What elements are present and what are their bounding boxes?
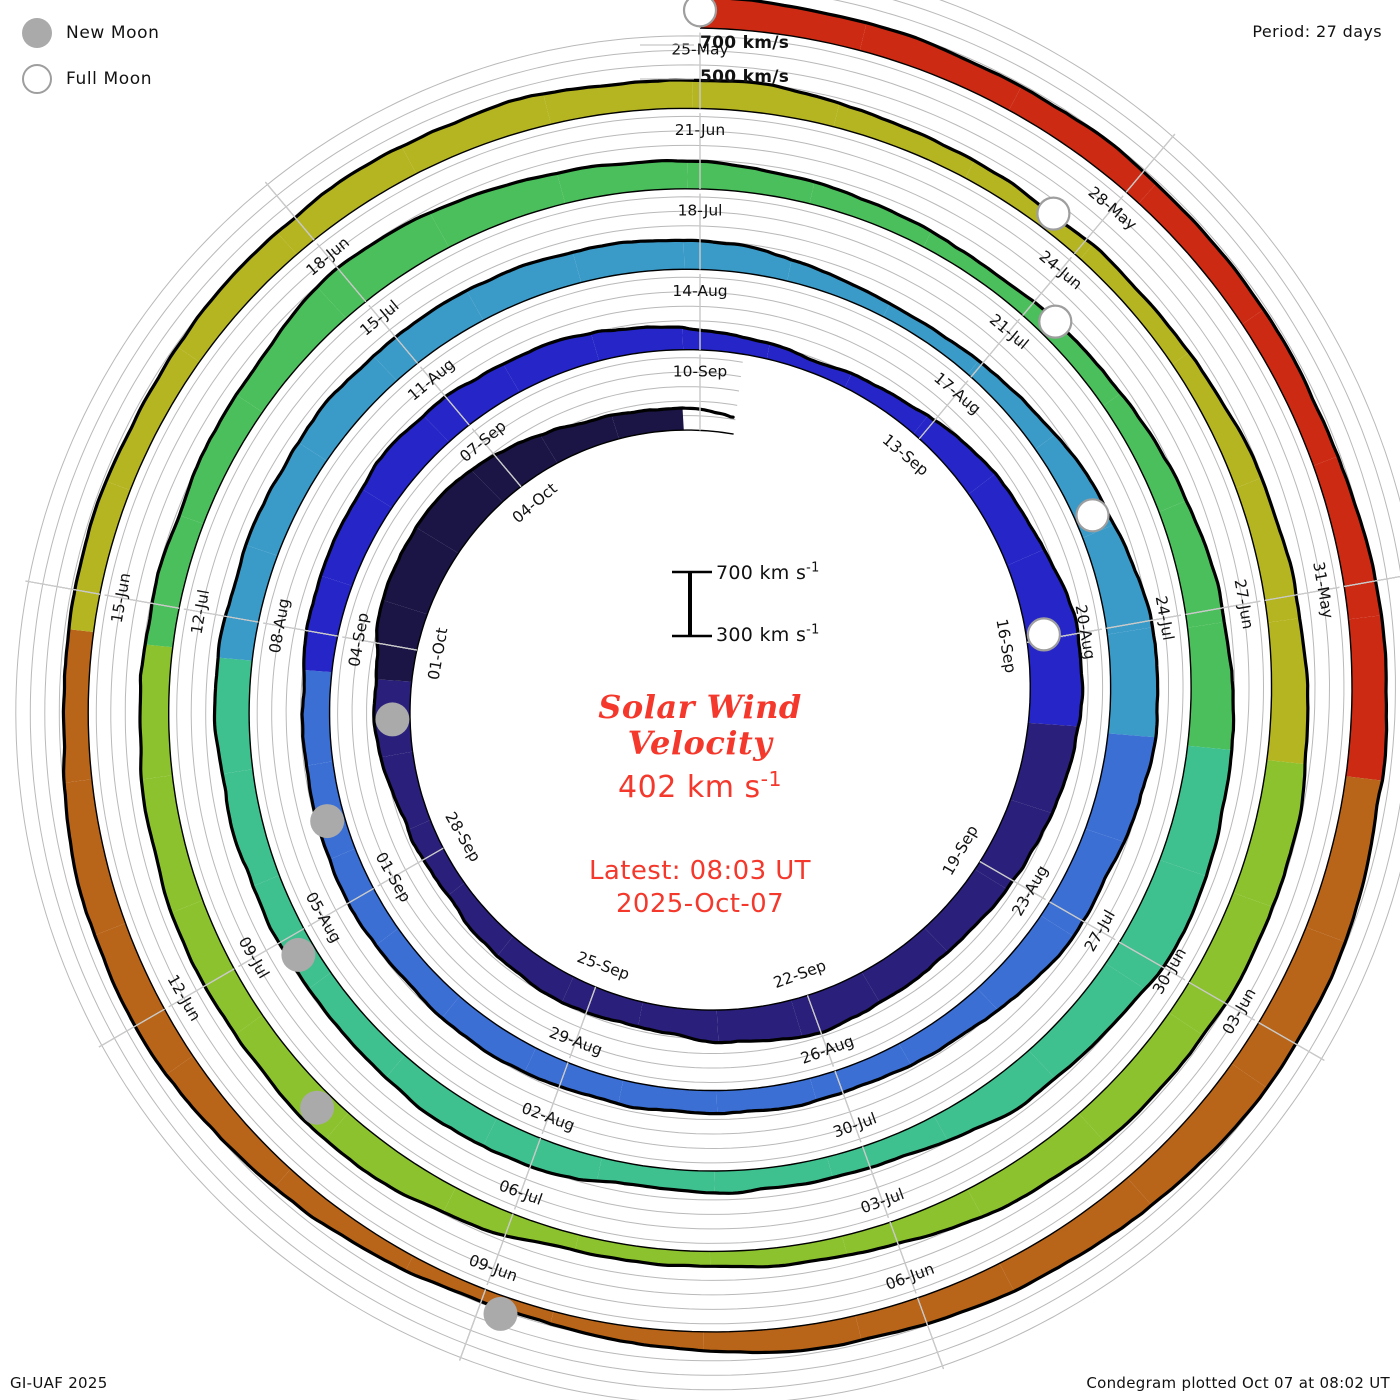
date-label-group-item: 10-Sep [673,362,728,380]
date-label-group-item: 29-Aug [547,1024,605,1060]
legend-label-full-moon: Full Moon [66,69,153,89]
moon-legend: New Moon Full Moon [22,10,160,102]
velocity-spiral-bands [61,0,1389,1355]
date-label-group-item: 12-Jun [164,972,205,1025]
date-label-group-item: 09-Jun [466,1251,520,1285]
full-moon-icon [22,64,52,94]
date-label-group-item: 01-Oct [425,626,452,681]
date-label: 14-Aug [672,282,727,300]
date-label: 27-Jun [1231,578,1257,631]
new-moon-marker [483,1296,518,1331]
date-label-group-item: 25-Sep [575,948,632,984]
new-moon-marker [300,1090,335,1125]
date-label-group-item: 18-Jul [678,202,723,220]
date-label: 03-Jul [858,1185,906,1217]
date-label-group-item: 21-Jun [675,121,725,139]
full-moon-marker [1036,196,1071,231]
legend-item-full-moon: Full Moon [22,56,160,102]
date-label-group-item: 30-Jul [831,1109,879,1141]
date-label-group-item: 16-Sep [992,618,1019,675]
radial-tick-500: 500 km/s [700,67,790,87]
date-label: 21-Jun [675,121,725,139]
date-label: 09-Jul [235,934,273,982]
date-label: 16-Sep [992,618,1019,675]
footer-credit: GI-UAF 2025 [10,1374,108,1392]
radial-tick-700: 700 km/s [700,33,790,53]
date-label: 24-Jul [1152,594,1178,641]
date-label: 10-Sep [673,362,728,380]
new-moon-marker [281,937,316,972]
date-label-group-item: 24-Jul [1152,594,1178,641]
date-label-group-item: 02-Aug [519,1099,577,1135]
date-label-group-item: 27-Jun [1231,578,1257,631]
period-label: Period: 27 days [1252,22,1382,41]
date-label-group-item: 22-Sep [771,956,828,992]
full-moon-marker [1026,617,1062,652]
footer-plot-time: Condegram plotted Oct 07 at 08:02 UT [1086,1374,1390,1392]
full-moon-marker [682,0,718,28]
scalebar-graphic [640,44,712,638]
full-moon-marker [1075,498,1110,533]
date-label-group-item: 03-Jul [858,1185,906,1217]
date-label: 06-Jun [883,1260,937,1294]
date-label-group-item: 06-Jun [883,1260,937,1294]
date-label-group-item: 14-Aug [672,282,727,300]
date-label: 22-Sep [771,956,828,992]
date-label-group-item: 09-Jul [235,934,273,982]
date-label: 30-Jul [831,1109,879,1141]
date-label: 18-Jul [678,202,723,220]
date-label: 01-Oct [425,626,452,681]
full-moon-marker [1038,304,1073,339]
date-label: 29-Aug [547,1024,605,1060]
date-label: 12-Jul [188,588,214,635]
new-moon-marker [310,804,345,839]
date-label: 25-Sep [575,948,632,984]
date-label-group-item: 12-Jul [188,588,214,635]
radial-spokes [25,0,1400,1370]
date-label: 02-Aug [519,1099,577,1135]
date-label: 09-Jun [466,1251,520,1285]
date-label-group-item: 06-Jul [497,1177,545,1209]
legend-item-new-moon: New Moon [22,10,160,56]
date-label: 06-Jul [497,1177,545,1209]
new-moon-icon [22,18,52,48]
new-moon-marker [375,702,410,737]
date-label: 12-Jun [164,972,205,1025]
moon-phase-markers [281,0,1110,1331]
legend-label-new-moon: New Moon [66,23,160,43]
